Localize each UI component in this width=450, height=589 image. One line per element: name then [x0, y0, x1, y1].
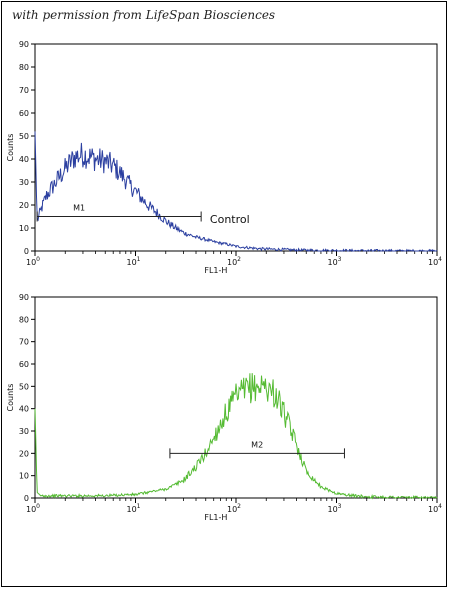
y-tick-label: 70: [19, 338, 29, 347]
y-tick-label: 80: [19, 315, 29, 324]
plot-area: [34, 296, 438, 499]
x-tick-label: 104: [428, 503, 442, 514]
y-tick-label: 0: [24, 494, 29, 503]
x-axis-label: FL1-H: [204, 266, 227, 275]
series-line-sample: [34, 373, 438, 500]
y-tick-label: 90: [19, 293, 29, 302]
series-annotation: Control: [210, 213, 250, 226]
y-tick-label: 70: [19, 86, 29, 95]
marker-label: M1: [73, 204, 85, 213]
x-tick-label: 101: [126, 256, 140, 267]
y-tick-label: 80: [19, 63, 29, 72]
y-tick-label: 30: [19, 427, 29, 436]
y-axis-label: Counts: [6, 384, 15, 412]
series-line-control: [34, 131, 438, 253]
x-tick-label: 100: [26, 256, 40, 267]
y-tick-label: 30: [19, 178, 29, 187]
x-tick-label: 103: [327, 256, 341, 267]
y-axis-label: Counts: [6, 134, 15, 162]
credit-text: with permission from LifeSpan Bioscience…: [12, 8, 276, 22]
x-tick-label: 101: [126, 503, 140, 514]
y-tick-label: 40: [19, 405, 29, 414]
y-tick-label: 60: [19, 360, 29, 369]
marker-label: M2: [251, 440, 263, 449]
x-tick-label: 102: [227, 256, 241, 267]
y-tick-label: 0: [24, 247, 29, 256]
x-axis-label: FL1-H: [204, 513, 227, 522]
y-tick-label: 40: [19, 155, 29, 164]
x-tick-label: 102: [227, 503, 241, 514]
y-tick-label: 10: [19, 472, 29, 481]
sample-histogram-chart: 0 10 20 30 40 50 60 70 80 90 100 101 102 103 104 FL1-H C…: [6, 293, 442, 522]
y-tick-label: 20: [19, 201, 29, 210]
y-tick-label: 10: [19, 224, 29, 233]
x-tick-label: 104: [428, 256, 442, 267]
control-histogram-chart: 0 10 20 30 40 50 60 70 80 90 100 101 102 103 104 FL1-H C…: [6, 40, 442, 275]
y-tick-label: 50: [19, 132, 29, 141]
y-tick-label: 60: [19, 109, 29, 118]
x-tick-label: 103: [327, 503, 341, 514]
x-tick-label: 100: [26, 503, 40, 514]
y-tick-label: 20: [19, 449, 29, 458]
y-tick-label: 50: [19, 382, 29, 391]
y-tick-label: 90: [19, 40, 29, 49]
